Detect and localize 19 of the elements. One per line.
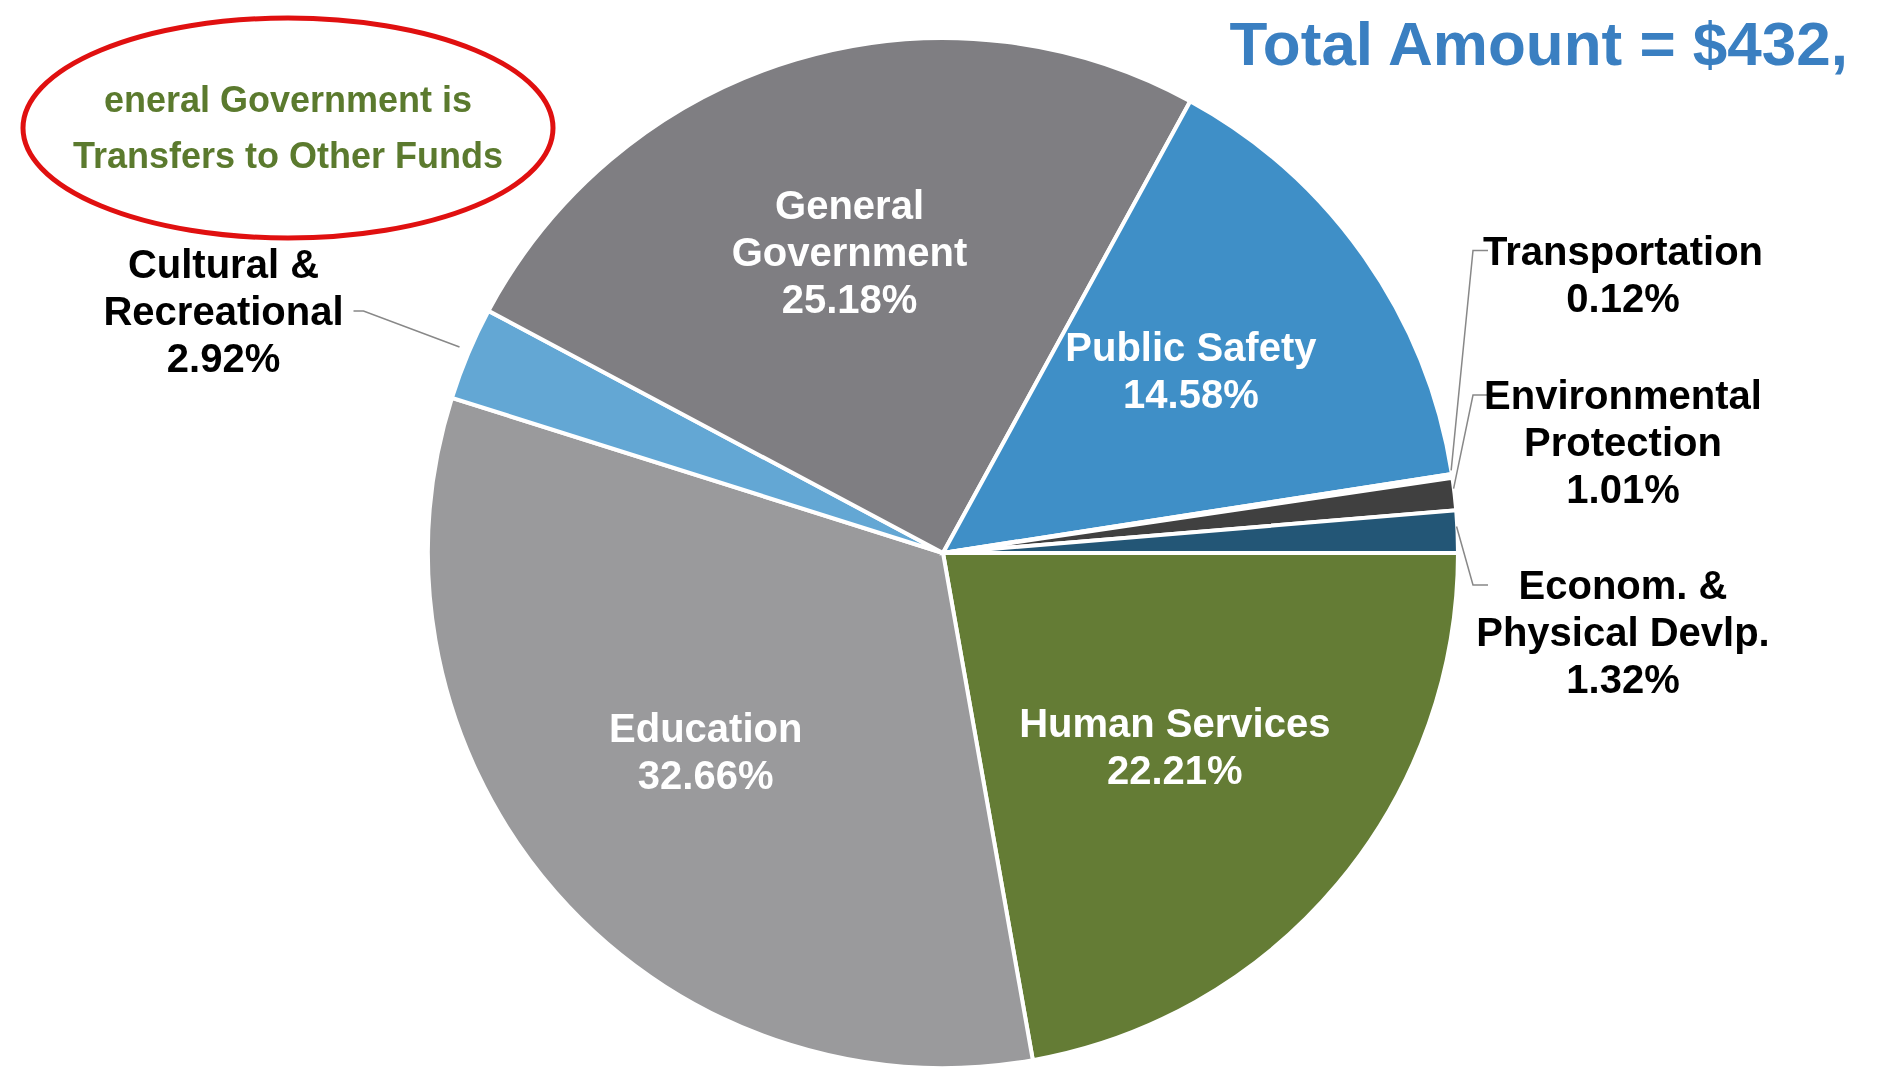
slice-label: Public Safety — [1065, 324, 1318, 369]
slice-label: Transportation — [1482, 228, 1764, 273]
slice-label: Econom. & Physical Devlp. — [1476, 563, 1770, 654]
data-label: 32.66% — [637, 753, 774, 798]
slice-label: Education — [609, 706, 803, 751]
slice-label: Cultural & Recreational — [103, 242, 344, 334]
slice-label: Human Services — [1019, 701, 1331, 746]
text: Transfers to Other Funds — [72, 134, 504, 178]
data-label: 1.32% — [1566, 657, 1680, 701]
data-label: 14.58% — [1123, 371, 1259, 416]
data-label: 1.01% — [1566, 467, 1680, 511]
chart-title: Total Amount = $432, — [1229, 8, 1848, 79]
data-label: 0.12% — [1566, 275, 1680, 320]
data-label: 22.21% — [1106, 748, 1243, 793]
slice-label: Environmental Protection — [1484, 373, 1762, 464]
text: eneral Government is — [103, 78, 473, 122]
slice-label: General Government — [731, 182, 968, 274]
data-label: 25.18% — [781, 276, 918, 321]
data-label: 2.92% — [166, 336, 281, 381]
